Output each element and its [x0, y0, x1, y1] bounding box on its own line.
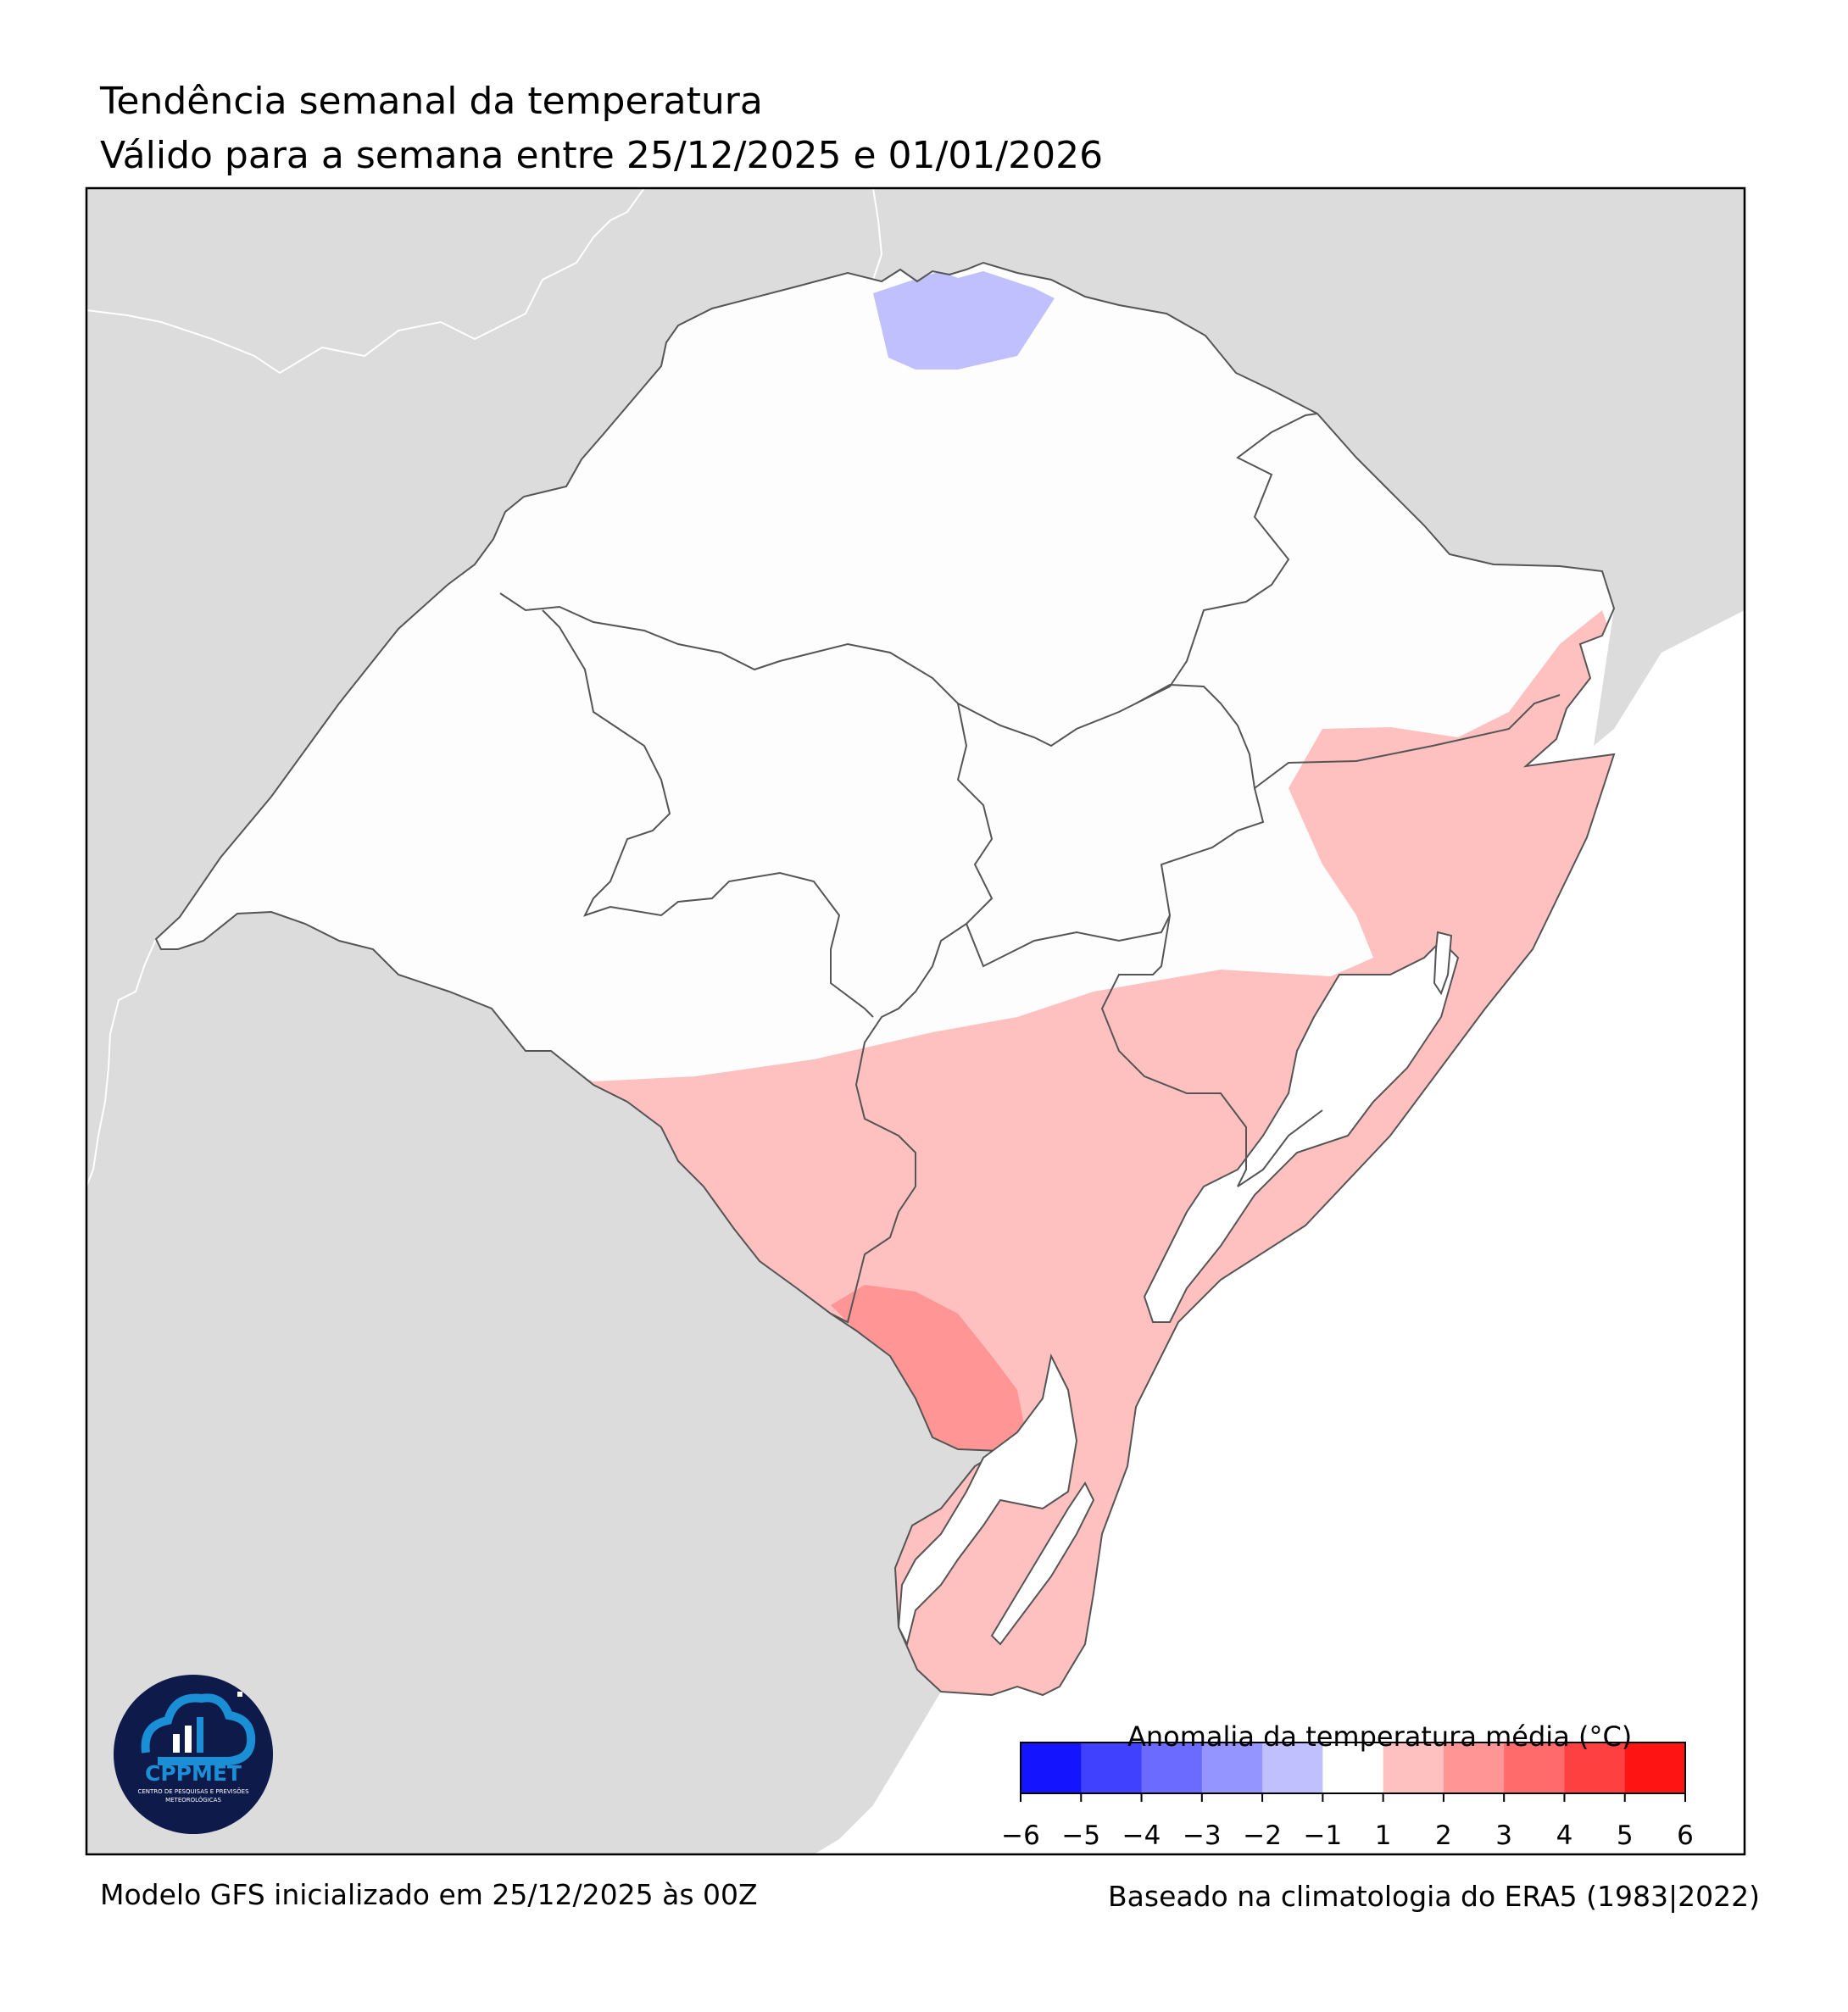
colorbar-segment-7 — [1443, 1742, 1505, 1793]
international-border-2 — [872, 188, 883, 281]
colorbar-tick-label: 4 — [1556, 1820, 1573, 1851]
colorbar-tick-label: 2 — [1435, 1820, 1452, 1851]
region-boundaries — [499, 413, 1561, 1324]
logo-dot — [237, 1692, 242, 1697]
anomaly-region-plus1-plus2 — [373, 610, 1614, 1695]
logo-tagline-1: CENTRO DE PESQUISAS E PREVISÕES — [137, 1788, 249, 1795]
lagoa-mangueira — [990, 1481, 1095, 1646]
colorbar-segment-5 — [1322, 1742, 1384, 1793]
colorbar-tick-label: 5 — [1616, 1820, 1634, 1851]
lagoa-mirim — [897, 1353, 1078, 1647]
colorbar-frame — [1020, 1742, 1686, 1794]
colorbar-segment-6 — [1383, 1742, 1444, 1793]
colorbar-segment-8 — [1504, 1742, 1565, 1793]
colorbar-segment-4 — [1262, 1742, 1323, 1793]
colorbar-tick-label: 3 — [1495, 1820, 1513, 1851]
cloud-icon — [141, 1693, 256, 1765]
colorbar-tick-label: −4 — [1122, 1820, 1161, 1851]
colorbar-tick-label: −1 — [1303, 1820, 1343, 1851]
colorbar-segment-9 — [1564, 1742, 1626, 1793]
colorbar-segment-3 — [1201, 1742, 1263, 1793]
colorbar — [1020, 1742, 1686, 1802]
colorbar-tick-label: −3 — [1182, 1820, 1222, 1851]
colorbar-segment-0 — [1021, 1742, 1082, 1793]
colorbar-tick-label: 1 — [1374, 1820, 1392, 1851]
colorbar-tick-label: 6 — [1677, 1820, 1694, 1851]
map-title: Tendência semanal da temperatura — [100, 80, 763, 123]
lagoa-dos-patos — [1143, 939, 1460, 1323]
logo-bar-2 — [185, 1726, 192, 1753]
colorbar-tick-label: −2 — [1243, 1820, 1282, 1851]
international-border — [86, 188, 645, 375]
anomaly-region-minus2-minus1 — [873, 271, 1055, 370]
colorbar-title: Anomalia da temperatura média (°C) — [1127, 1720, 1633, 1753]
colorbar-tick-label: −5 — [1061, 1820, 1101, 1851]
colorbar-segment-2 — [1141, 1742, 1203, 1793]
climatology-info: Baseado na climatologia do ERA5 (1983|20… — [1108, 1880, 1760, 1913]
colorbar-tick-label: −6 — [1001, 1820, 1040, 1851]
neighbouring-land — [86, 188, 1745, 1854]
map-subtitle: Válido para a semana entre 25/12/2025 e … — [100, 134, 1104, 177]
map-frame — [85, 186, 1746, 1856]
logo-bar-1 — [173, 1734, 180, 1753]
model-info: Modelo GFS inicializado em 25/12/2025 às… — [100, 1878, 758, 1911]
colorbar-segment-1 — [1081, 1742, 1143, 1793]
anomaly-region-plus2-plus3 — [831, 1285, 1026, 1451]
international-border-3 — [86, 938, 157, 1187]
logo-tagline-2: METEOROLÓGICAS — [165, 1797, 221, 1804]
lagoa-peixe — [1433, 931, 1453, 996]
logo-bar-3 — [197, 1717, 203, 1753]
state-outline — [154, 261, 1616, 1697]
cppmet-logo — [114, 1675, 273, 1834]
logo-name: CPPMET — [144, 1761, 242, 1786]
colorbar-segment-10 — [1624, 1742, 1686, 1793]
